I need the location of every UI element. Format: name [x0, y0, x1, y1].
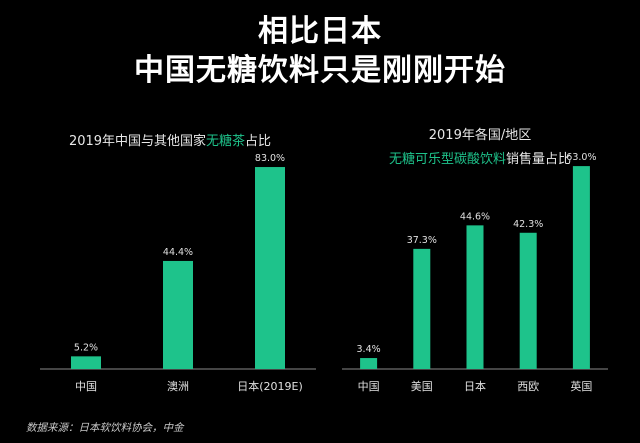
right-chart-title-line2: 无糖可乐型碳酸饮料销售量占比: [340, 148, 620, 167]
right-category-label-1: 美国: [411, 380, 433, 393]
right-category-label-4: 英国: [570, 379, 592, 393]
left-value-label-0: 5.2%: [74, 342, 98, 353]
left-value-label-2: 83.0%: [255, 153, 285, 164]
left-chart-title-prefix: 2019年中国与其他国家: [68, 134, 207, 149]
right-category-label-2: 日本: [464, 379, 486, 393]
left-chart-title-suffix: 占比: [245, 134, 272, 149]
left-bar-1: [163, 260, 193, 369]
right-chart-title-highlight: 无糖可乐型碳酸饮料: [388, 152, 506, 167]
right-bar-chart: 3.4% 中国 37.3% 美国 44.6% 日本 42.3% 西欧 63.0% 英国: [342, 152, 608, 393]
right-value-label-3: 42.3%: [513, 219, 543, 230]
right-value-label-0: 3.4%: [357, 344, 381, 355]
right-value-label-1: 37.3%: [407, 235, 437, 246]
left-chart-title: 2019年中国与其他国家无糖茶占比: [30, 130, 310, 149]
right-category-label-0: 中国: [358, 380, 380, 393]
left-bar-0: [71, 356, 101, 369]
right-category-label-3: 西欧: [517, 380, 539, 393]
source-note: 数据来源：日本软饮料协会，中金: [26, 422, 184, 434]
right-chart-title-suffix: 销售量占比: [506, 152, 572, 167]
right-bar-2: [466, 225, 484, 369]
left-bar-chart: 5.2% 中国 44.4% 澳洲 83.0% 日本(2019E): [40, 153, 316, 393]
left-category-label-0: 中国: [75, 380, 97, 393]
left-chart-title-highlight: 无糖茶: [206, 134, 246, 149]
left-value-label-1: 44.4%: [163, 247, 193, 258]
right-bar-1: [413, 248, 431, 369]
right-value-label-2: 44.6%: [460, 211, 490, 222]
headline-line2: 中国无糖饮料只是刚刚开始: [134, 53, 506, 88]
right-chart-title-line1: 2019年各国/地区: [428, 128, 532, 143]
left-bar-2: [255, 167, 285, 369]
headline-line1: 相比日本: [258, 14, 382, 49]
left-category-label-1: 澳洲: [167, 380, 189, 393]
right-bar-4: [572, 166, 590, 369]
left-category-label-2: 日本(2019E): [237, 379, 303, 393]
right-bar-3: [519, 232, 537, 369]
right-bar-0: [360, 358, 378, 369]
right-value-label-4: 63.0%: [566, 152, 596, 163]
